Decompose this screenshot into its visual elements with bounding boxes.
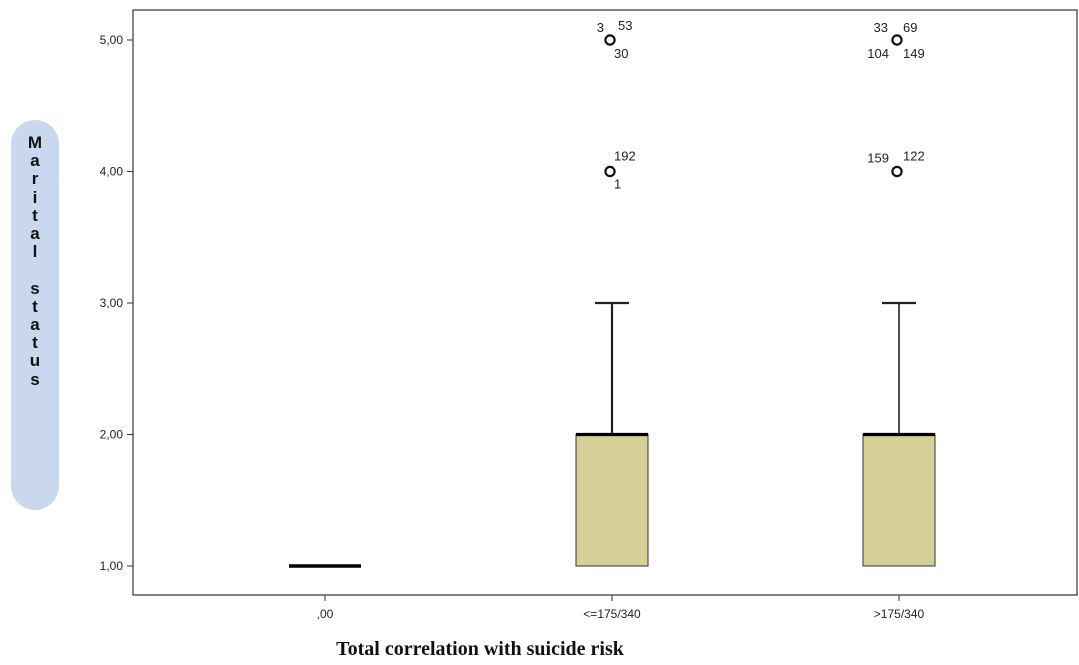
y-axis-label-letter: i — [32, 187, 38, 207]
outlier-label: 33 — [874, 20, 888, 35]
box — [862, 434, 936, 567]
outlier-label: 30 — [614, 46, 628, 61]
x-tick-label: ,00 — [317, 607, 334, 621]
x-axis: ,00 <=175/340 >175/340 — [317, 595, 925, 621]
box-group — [862, 301, 936, 567]
outlier-group: 33 69 104 149 — [867, 20, 924, 61]
x-tick-label: >175/340 — [874, 607, 925, 621]
outlier-label: 149 — [903, 46, 925, 61]
outlier-label: 3 — [597, 20, 604, 35]
y-axis-label-letter: u — [29, 351, 41, 371]
y-axis-label-letter: s — [30, 278, 40, 298]
outlier-label: 122 — [903, 149, 925, 164]
outlier-marker — [604, 165, 616, 178]
y-tick-label: 4,00 — [100, 165, 124, 179]
y-axis-label-letter: r — [31, 169, 39, 189]
x-axis-label: Total correlation with suicide risk — [336, 638, 624, 660]
y-axis-label-letter: l — [32, 242, 38, 262]
y-axis-label-letter: t — [32, 333, 38, 353]
y-axis-label-letter — [11, 261, 59, 279]
outlier-marker — [891, 165, 903, 178]
y-axis-label-letter: t — [32, 296, 38, 316]
y-tick-label: 5,00 — [100, 33, 124, 47]
x-tick-label: <=175/340 — [583, 607, 641, 621]
outlier-group: 3 53 30 — [597, 18, 633, 61]
outlier-label: 69 — [903, 20, 917, 35]
y-axis: 1,00 2,00 3,00 4,00 5,00 — [100, 33, 133, 573]
y-tick-label: 1,00 — [100, 559, 124, 573]
y-axis-label-letter: t — [32, 205, 38, 225]
box — [575, 434, 649, 567]
y-tick-label: 3,00 — [100, 296, 124, 310]
outlier-label: 104 — [867, 46, 889, 61]
y-tick-label: 2,00 — [100, 428, 124, 442]
outlier-marker — [604, 34, 616, 46]
outlier-label: 192 — [614, 149, 636, 164]
outlier-label: 1 — [614, 177, 621, 192]
y-axis-label-letter: M — [27, 133, 43, 152]
outlier-label: 53 — [618, 18, 632, 33]
y-axis-label-letter: s — [30, 369, 40, 389]
y-axis-label-letter: a — [30, 224, 40, 244]
outlier-marker — [891, 34, 903, 46]
box-group — [575, 301, 649, 567]
y-axis-label-letter: a — [30, 315, 40, 335]
y-axis-label-letter: a — [30, 151, 40, 171]
outlier-label: 159 — [867, 151, 889, 166]
boxes — [289, 301, 936, 568]
outlier-group: 159 122 — [867, 149, 925, 178]
